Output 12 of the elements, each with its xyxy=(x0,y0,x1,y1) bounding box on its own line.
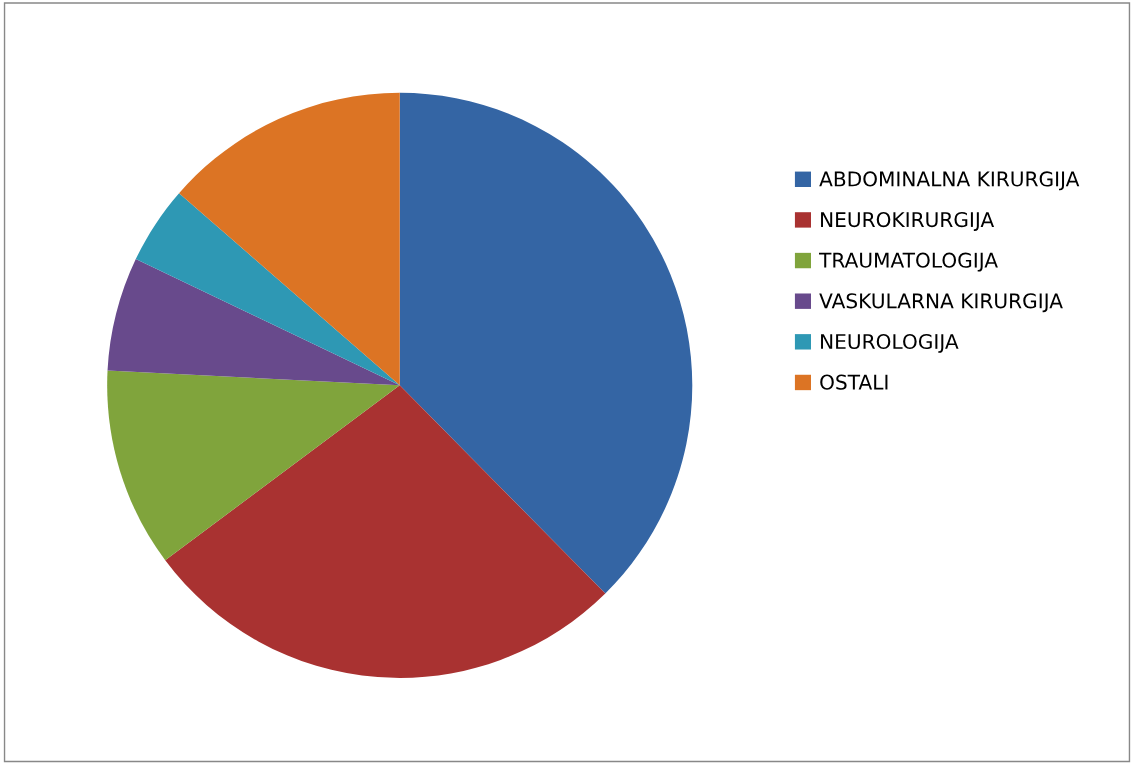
pie-slice xyxy=(107,259,400,386)
legend-label: NEUROKIRURGIJA xyxy=(821,211,995,231)
legend-label: ABDOMINALNA KIRURGIJA xyxy=(819,171,1080,191)
pie-slice xyxy=(165,385,606,678)
legend-label: TRAUMATOLOGIJA xyxy=(819,252,998,272)
pie-slice xyxy=(399,92,693,594)
legend-label: NEUROLOGIJA xyxy=(821,333,959,353)
legend-label: OSTALI xyxy=(820,374,888,390)
legend-label: VASKULARNA KIRURGIJA xyxy=(819,293,1063,313)
pie-slice xyxy=(107,370,400,561)
pie-slice xyxy=(179,92,400,386)
pie-slice xyxy=(135,193,400,386)
